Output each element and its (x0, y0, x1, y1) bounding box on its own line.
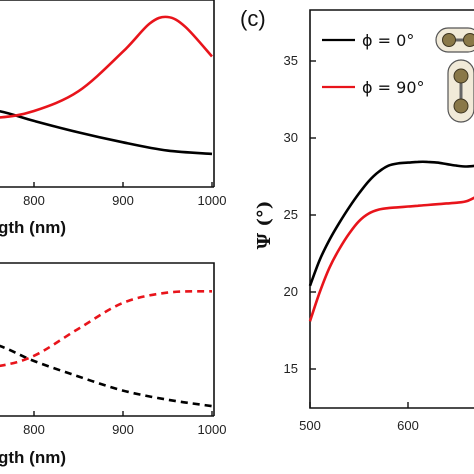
panel-c-series-0-line (308, 160, 474, 287)
panel-b-frame (0, 262, 215, 416)
panel-c-x-tick-label-600: 600 (397, 418, 419, 433)
panel-c-y-tick-label-25: 25 (284, 207, 298, 222)
panel-c-y-axis-label: Ψ (°) (254, 201, 275, 250)
panel-c-x-ticks (309, 402, 409, 408)
panel-c-series-group (308, 160, 474, 322)
panel-b-x-tick-label-900: 900 (112, 422, 134, 437)
panel-a-x-ticks (33, 182, 213, 187)
panel-c-frame (309, 9, 474, 409)
panel-b: 800 900 1000 gth (nm) (0, 262, 227, 467)
panel-a-x-axis-label: gth (nm) (0, 218, 66, 237)
panel-c-label: (c) (240, 6, 266, 31)
panel-b-x-tick-label-800: 800 (23, 422, 45, 437)
panel-a: 800 900 1000 gth (nm) (0, 0, 226, 237)
panel-a-series-1-line (0, 15, 213, 119)
panel-c: (c) Ψ (°) 15 20 25 30 35 500 600 ϕ = 0° … (240, 6, 474, 433)
panel-b-x-axis-label: gth (nm) (0, 448, 66, 467)
panel-b-series-1-line (0, 289, 213, 368)
panel-b-x-ticks (33, 411, 213, 416)
panel-c-series-1-line (308, 196, 474, 322)
dimer-vertical-icon (447, 59, 474, 123)
panel-c-y-ticks (310, 60, 316, 370)
dimer-horizontal-icon (435, 27, 474, 53)
panel-c-y-tick-label-20: 20 (284, 284, 298, 299)
panel-c-legend: ϕ = 0° ϕ = 90° (322, 31, 425, 97)
panel-c-y-tick-label-35: 35 (284, 53, 298, 68)
panel-a-x-tick-label-800: 800 (23, 193, 45, 208)
panel-c-y-tick-label-15: 15 (284, 361, 298, 376)
panel-c-y-tick-label-30: 30 (284, 130, 298, 145)
legend-label-phi-90: ϕ = 90° (362, 78, 425, 97)
panel-a-x-tick-label-1000: 1000 (198, 193, 227, 208)
panel-a-x-tick-label-900: 900 (112, 193, 134, 208)
panel-b-series-group (0, 289, 213, 408)
panel-a-series-0-line (0, 110, 213, 156)
panel-a-frame (0, 0, 215, 187)
panel-a-series-group (0, 15, 213, 156)
panel-b-series-0-line (0, 344, 213, 408)
legend-label-phi-0: ϕ = 0° (362, 31, 414, 50)
panel-c-x-tick-label-500: 500 (299, 418, 321, 433)
panel-b-x-tick-label-1000: 1000 (198, 422, 227, 437)
